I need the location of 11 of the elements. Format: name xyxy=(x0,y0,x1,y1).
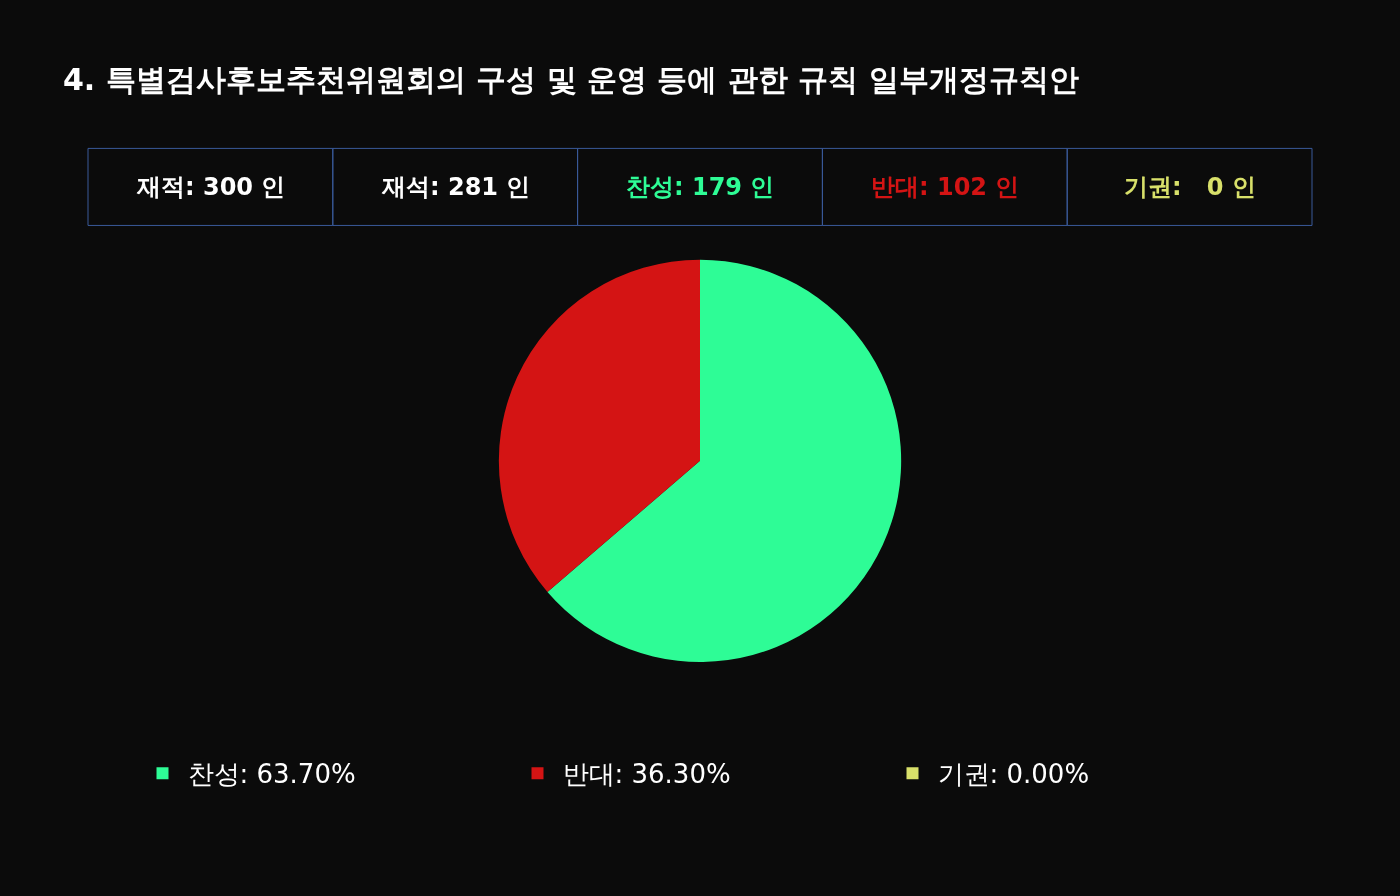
text: 기권: 0 인 xyxy=(1124,173,1256,201)
pie-slice xyxy=(547,259,902,662)
legend-label: 기권: 0.00% xyxy=(937,759,1090,790)
chart-title: 4. 특별검사후보추천위원회의 구성 및 운영 등에 관한 규칙 일부개정규칙안 xyxy=(63,61,1079,97)
text: 반대: 102 인 xyxy=(871,173,1020,201)
text: 재적: 300 인 xyxy=(136,173,286,201)
pie-slice xyxy=(499,259,700,592)
text: 재석: 281 인 xyxy=(381,173,531,201)
legend-label: 찬성: 63.70% xyxy=(187,759,356,790)
legend-label: 반대: 36.30% xyxy=(562,759,731,790)
text: 찬성: 179 인 xyxy=(626,173,775,201)
